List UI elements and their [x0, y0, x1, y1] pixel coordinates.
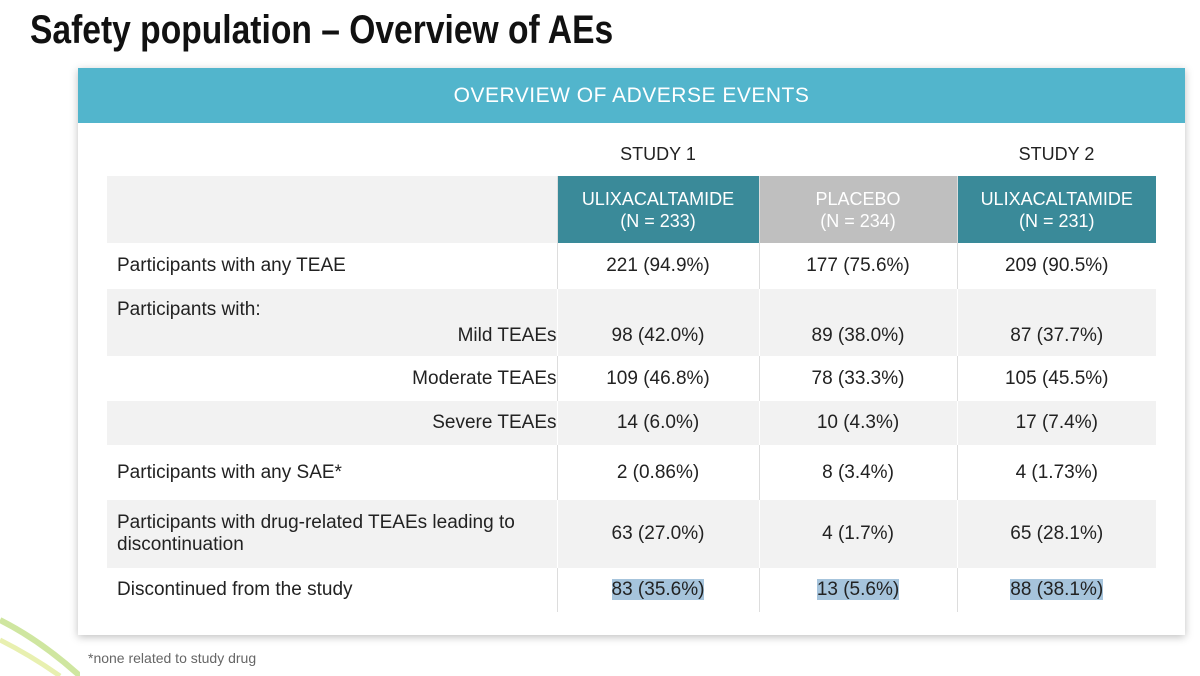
cell-value: 78 (33.3%): [811, 367, 905, 389]
cell: 17 (7.4%): [956, 401, 1156, 445]
cell: 221 (94.9%): [556, 243, 759, 289]
row-label: Participants with any TEAE: [107, 243, 557, 289]
cell: 87 (37.7%): [956, 289, 1156, 356]
row-label-text: Participants with any SAE*: [117, 461, 342, 483]
column-header: PLACEBO (N = 234): [758, 176, 957, 243]
column-header: ULIXACALTAMIDE (N = 231): [956, 176, 1156, 243]
footnote: *none related to study drug: [88, 650, 257, 666]
column-name: ULIXACALTAMIDE: [581, 188, 735, 209]
row-label: Participants with: Mild TEAEs: [107, 289, 557, 356]
cell-value: 4 (1.7%): [822, 523, 894, 544]
cell: 177 (75.6%): [758, 243, 957, 289]
table-row: Moderate TEAEs 109 (46.8%) 78 (33.3%) 105 (…: [107, 356, 1156, 401]
panel: OVERVIEW OF ADVERSE EVENTS STUDY 1 STUDY…: [78, 68, 1185, 635]
row-group: Participants with:: [117, 298, 261, 320]
row-label: Participants with any SAE*: [107, 445, 557, 500]
row-label: Severe TEAEs: [107, 401, 557, 445]
row-label-text: Moderate TEAEs: [412, 367, 557, 389]
cell-value: 105 (45.5%): [1004, 367, 1109, 389]
cell: 10 (4.3%): [758, 401, 957, 445]
cell-value: 109 (46.8%): [606, 367, 710, 389]
cell: 13 (5.6%): [758, 568, 957, 612]
cell: 209 (90.5%): [956, 243, 1156, 289]
cell: 78 (33.3%): [758, 356, 957, 401]
cell-value: 17 (7.4%): [1015, 412, 1098, 433]
cell: 98 (42.0%): [556, 289, 759, 356]
cell-value: 89 (38.0%): [811, 325, 905, 346]
cell-value: 63 (27.0%): [611, 523, 705, 544]
cell-value: 65 (28.1%): [1010, 523, 1104, 544]
table-body: ULIXACALTAMIDE (N = 233) PLACEBO (N = 234) U…: [107, 176, 1156, 612]
table-row: Discontinued from the study 83 (35.6%) 13 …: [107, 568, 1156, 612]
cell-value: 4 (1.73%): [1015, 461, 1098, 483]
cell: 8 (3.4%): [758, 445, 957, 500]
row-label-text: Mild TEAEs: [457, 324, 557, 346]
cell: 63 (27.0%): [556, 500, 759, 568]
row-label-text: Participants with any TEAE: [117, 255, 346, 276]
column-n: (N = 233): [620, 210, 696, 231]
column-n: (N = 231): [1018, 210, 1095, 231]
table-row: Participants with any SAE* 2 (0.86%) 8 (3.…: [107, 445, 1156, 500]
table-row: Participants with: Mild TEAEs 98 (42.0%) 89…: [107, 289, 1156, 356]
table: ULIXACALTAMIDE (N = 233) PLACEBO (N = 234) U…: [107, 176, 1156, 612]
cell-value: 8 (3.4%): [822, 461, 894, 483]
cell: 4 (1.73%): [956, 445, 1156, 500]
cell-value: 98 (42.0%): [611, 325, 705, 346]
cell-value: 88 (38.1%): [1010, 579, 1104, 600]
cell-value: 14 (6.0%): [616, 412, 700, 433]
row-label-text: Severe TEAEs: [432, 412, 557, 433]
table-row: Participants with any TEAE 221 (94.9%) 177…: [107, 243, 1156, 289]
cell-value: 87 (37.7%): [1010, 325, 1104, 346]
row-label: Moderate TEAEs: [107, 356, 557, 401]
row-label-text: Participants with drug-related TEAEs lea…: [117, 512, 515, 555]
cell: 88 (38.1%): [956, 568, 1156, 612]
slide-title: Safety population – Overview of AEs: [30, 8, 614, 52]
table-row: Severe TEAEs 14 (6.0%) 10 (4.3%) 17 (7.4%): [107, 401, 1156, 445]
cell-value: 209 (90.5%): [1004, 255, 1109, 276]
cell: 65 (28.1%): [956, 500, 1156, 568]
cell: 83 (35.6%): [556, 568, 759, 612]
cell-value: 10 (4.3%): [816, 412, 900, 433]
cell: 4 (1.7%): [758, 500, 957, 568]
cell-value: 2 (0.86%): [616, 461, 700, 483]
cell: 109 (46.8%): [556, 356, 759, 401]
cell-value: 221 (94.9%): [606, 255, 710, 276]
column-n: (N = 234): [820, 210, 896, 231]
cell: 105 (45.5%): [956, 356, 1156, 401]
decoration: [0, 617, 80, 676]
row-label: Discontinued from the study: [107, 568, 557, 612]
table-row: Participants with drug-related TEAEs lea…: [107, 500, 1156, 568]
study-label: STUDY 1: [620, 144, 696, 164]
study-label: STUDY 2: [1018, 144, 1095, 164]
header-cell: [107, 176, 557, 243]
column-name: ULIXACALTAMIDE: [980, 188, 1133, 209]
cell-value: 13 (5.6%): [816, 579, 900, 600]
header-row: ULIXACALTAMIDE (N = 233) PLACEBO (N = 234) U…: [107, 176, 1156, 243]
cell-value: 177 (75.6%): [806, 255, 910, 276]
cell: 14 (6.0%): [556, 401, 759, 445]
panel-title: OVERVIEW OF ADVERSE EVENTS: [78, 68, 1185, 123]
column-header: ULIXACALTAMIDE (N = 233): [556, 176, 759, 243]
row-label-text: Discontinued from the study: [117, 579, 353, 600]
column-name: PLACEBO: [815, 188, 901, 209]
cell: 89 (38.0%): [758, 289, 957, 356]
row-label: Participants with drug-related TEAEs lea…: [107, 500, 557, 568]
cell: 2 (0.86%): [556, 445, 759, 500]
cell-value: 83 (35.6%): [611, 579, 705, 600]
